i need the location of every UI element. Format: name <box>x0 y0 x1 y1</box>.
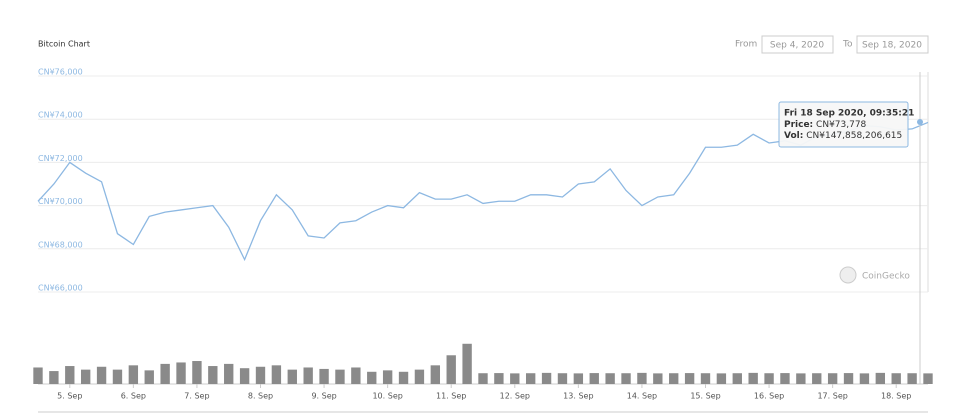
volume-bar <box>255 366 266 384</box>
volume-bar <box>827 373 838 384</box>
volume-bar <box>525 373 536 384</box>
volume-bar <box>621 373 631 384</box>
volume-bar <box>335 369 345 384</box>
volume-bar <box>510 373 520 384</box>
volume-bar <box>653 373 663 384</box>
volume-bar <box>748 372 758 384</box>
volume-bar <box>843 373 854 384</box>
volume-bar <box>33 367 43 384</box>
volume-bar <box>192 361 202 384</box>
x-tick-label: 7. Sep <box>184 392 209 401</box>
volume-bar <box>65 366 75 384</box>
x-tick-label: 12. Sep <box>500 392 530 401</box>
volume-bar <box>128 365 139 384</box>
volume-bar <box>541 372 552 384</box>
tooltip-price-value: CN¥73,778 <box>816 120 867 130</box>
tooltip-date: Fri 18 Sep 2020, 09:35:21 <box>784 109 914 119</box>
volume-bar <box>160 363 170 384</box>
volume-bar <box>112 369 123 384</box>
from-date[interactable]: Sep 4, 2020 <box>770 41 824 51</box>
volume-bar <box>382 370 393 384</box>
volume-bar <box>224 363 234 384</box>
volume-bar <box>287 369 297 384</box>
chart-title: Bitcoin Chart <box>38 40 90 49</box>
volume-bar <box>208 366 218 384</box>
y-tick-label: CN¥74,000 <box>38 111 83 120</box>
x-tick-label: 5. Sep <box>57 392 82 401</box>
volume-bar <box>859 373 870 384</box>
volume-bar <box>446 355 456 384</box>
to-date[interactable]: Sep 18, 2020 <box>862 41 922 51</box>
y-tick-label: CN¥72,000 <box>38 154 83 163</box>
tooltip <box>778 101 909 148</box>
volume-bar <box>239 368 250 384</box>
volume-bar <box>430 365 441 384</box>
volume-bar <box>462 343 472 384</box>
hover-marker <box>917 119 923 125</box>
volume-bar <box>80 369 91 384</box>
volume-bar <box>589 373 599 384</box>
tooltip-vol-value: CN¥147,858,206,615 <box>806 131 902 141</box>
volume-bar <box>96 366 107 384</box>
volume-bar <box>351 367 361 384</box>
volume-bar <box>684 373 695 384</box>
x-tick-label: 15. Sep <box>690 392 720 401</box>
y-tick-label: CN¥66,000 <box>38 284 83 293</box>
x-tick-label: 18. Sep <box>881 392 911 401</box>
volume-bar <box>494 373 504 384</box>
y-tick-label: CN¥76,000 <box>38 68 83 77</box>
y-tick-label: CN¥68,000 <box>38 240 83 249</box>
y-tick-label: CN¥70,000 <box>38 197 83 206</box>
volume-bar <box>573 373 584 384</box>
volume-bar <box>478 373 488 384</box>
volume-bar <box>144 370 154 384</box>
volume-bar <box>716 373 727 384</box>
watermark-icon <box>839 266 857 284</box>
x-tick-label: 14. Sep <box>627 392 657 401</box>
volume-bar <box>732 373 742 384</box>
volume-bar <box>907 373 917 384</box>
volume-bar <box>764 373 774 384</box>
x-tick-label: 17. Sep <box>817 392 847 401</box>
volume-bar <box>812 373 822 384</box>
volume-bar <box>700 373 711 384</box>
volume-bar <box>49 371 59 384</box>
tooltip-vol-label: Vol: <box>784 131 803 141</box>
from-input[interactable] <box>761 35 834 54</box>
x-tick-label: 16. Sep <box>754 392 784 401</box>
volume-bar <box>303 367 313 384</box>
volume-bar <box>367 371 377 384</box>
volume-bar <box>557 373 568 384</box>
volume-bar <box>414 369 425 384</box>
volume-bar <box>637 372 647 384</box>
x-tick-label: 13. Sep <box>563 392 593 401</box>
volume-bar <box>796 373 806 384</box>
volume-bar <box>605 373 615 384</box>
x-tick-label: 9. Sep <box>311 392 336 401</box>
volume-bar <box>780 373 790 384</box>
watermark: CoinGecko <box>862 272 910 282</box>
volume-bar <box>319 368 329 384</box>
to-label: To <box>842 40 853 50</box>
volume-bar <box>398 371 409 384</box>
volume-bar <box>875 372 886 384</box>
x-tick-label: 10. Sep <box>372 392 402 401</box>
volume-bar <box>176 362 186 384</box>
volume-bar <box>891 373 901 384</box>
tooltip-price: Price: CN¥73,778 <box>784 120 867 130</box>
x-tick-label: 6. Sep <box>121 392 146 401</box>
from-label: From <box>735 40 757 50</box>
volume-bar <box>669 373 679 384</box>
tooltip-price-label: Price: <box>784 120 813 130</box>
tooltip-vol: Vol: CN¥147,858,206,615 <box>784 131 902 141</box>
x-tick-label: 11. Sep <box>436 392 466 401</box>
volume-bar <box>271 365 282 384</box>
x-tick-label: 8. Sep <box>248 392 273 401</box>
volume-bar <box>923 373 933 384</box>
to-input[interactable] <box>856 35 929 54</box>
